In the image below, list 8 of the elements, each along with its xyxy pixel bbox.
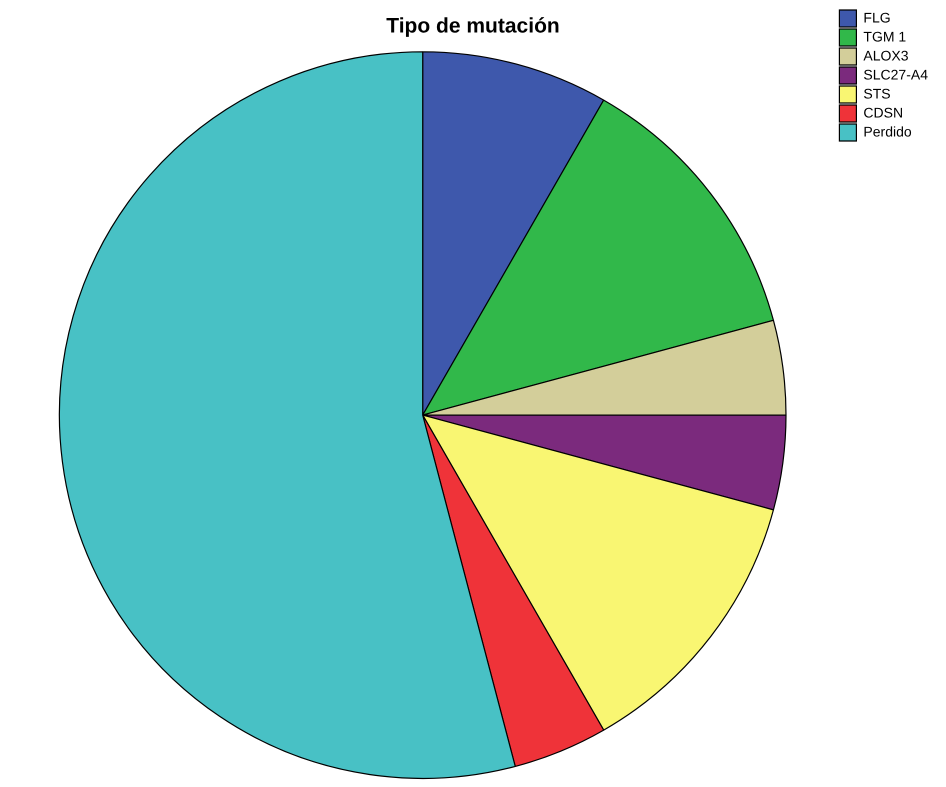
legend-label: SLC27-A4 (863, 66, 928, 82)
legend-label: FLG (863, 9, 891, 26)
legend-label: CDSN (863, 104, 904, 120)
chart-title: Tipo de mutación (386, 14, 560, 38)
legend-label: ALOX3 (863, 47, 909, 64)
legend-label: STS (863, 85, 891, 102)
legend-label: Perdido (863, 123, 912, 140)
legend-label: TGM 1 (863, 28, 906, 44)
